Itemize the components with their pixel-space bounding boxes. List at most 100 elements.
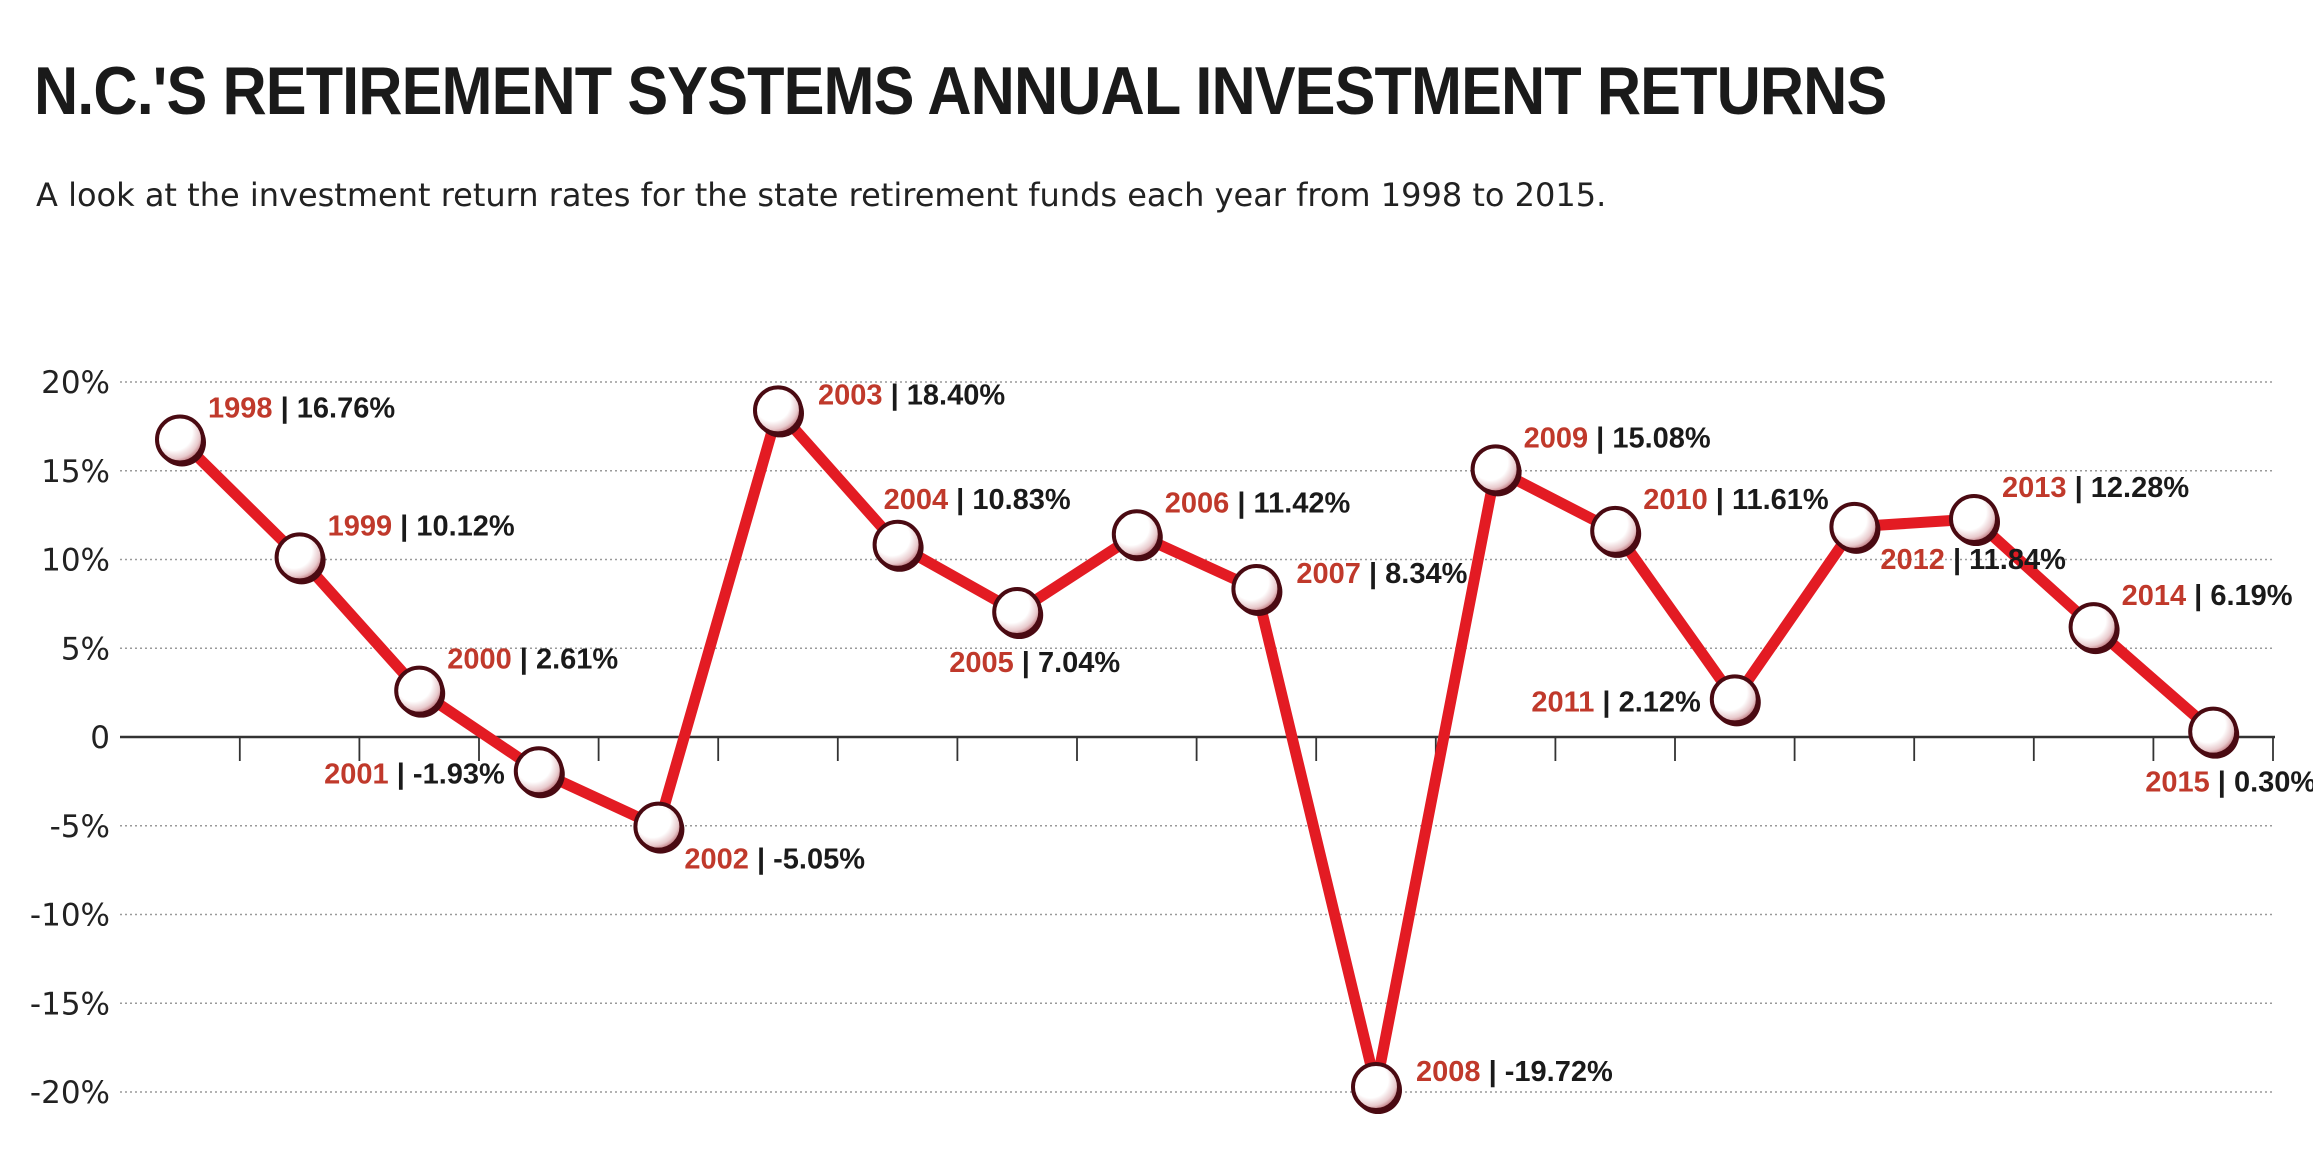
data-label-separator: | [883,379,907,411]
data-label-year: 2011 [1531,686,1594,718]
data-label-2001: 2001 | -1.93% [324,758,505,790]
data-label-2010: 2010 | 11.61% [1643,484,1829,516]
data-label-separator: | [2186,580,2210,612]
y-tick-label: 5% [61,631,110,667]
data-label-year: 2007 [1296,558,1361,590]
data-label-year: 2000 [447,644,512,676]
data-label-separator: | [2067,472,2091,504]
data-label-separator: | [749,844,773,876]
grid-lines [120,381,2275,1093]
data-label-2013: 2013 | 12.28% [2002,472,2189,504]
data-label-year: 2012 [1880,544,1945,576]
data-label-value: 15.08% [1612,422,1711,454]
data-label-separator: | [1594,686,1618,718]
data-label-separator: | [392,510,416,542]
data-label-separator: | [1708,484,1732,516]
data-label-value: 7.04% [1038,647,1120,679]
data-label-value: -5.05% [773,844,865,876]
data-label-separator: | [512,644,536,676]
data-label-year: 2004 [884,484,949,516]
data-point-2003 [753,385,803,436]
data-point-2008 [1351,1062,1401,1113]
data-label-separator: | [2210,767,2234,799]
data-label-separator: | [1229,487,1253,519]
data-point-2001 [513,746,564,797]
data-label-year: 2005 [949,647,1014,679]
data-label-year: 2001 [324,758,389,790]
data-label-2008: 2008 | -19.72% [1416,1056,1613,1088]
y-axis-ticks: 20% 15% 10% 5% 0 -5% -10% -15% -20% [30,365,110,1111]
data-point-1999 [274,532,325,583]
data-label-separator: | [948,484,972,516]
data-label-value: 10.12% [416,510,515,542]
chart-title: N.C.'S RETIREMENT SYSTEMS ANNUAL INVESTM… [34,53,1887,129]
data-label-separator: | [273,393,297,425]
data-label-value: 10.83% [972,484,1071,516]
chart-subtitle: A look at the investment return rates fo… [36,176,1607,214]
data-label-2007: 2007 | 8.34% [1296,558,1467,590]
data-point-2012 [1829,501,1880,552]
data-label-2015: 2015 | 0.30% [2145,767,2313,799]
data-label-2000: 2000 | 2.61% [447,644,618,676]
data-markers [155,385,2240,1115]
data-point-1998 [155,414,205,465]
y-tick-label: 15% [41,454,110,490]
data-label-1998: 1998 | 16.76% [208,393,395,425]
data-point-2014 [2068,602,2119,653]
data-point-2015 [2188,706,2239,757]
data-label-separator: | [1481,1056,1505,1088]
data-label-2014: 2014 | 6.19% [2122,580,2293,612]
data-point-2007 [1231,563,1282,614]
data-label-value: -19.72% [1505,1056,1613,1088]
data-point-2013 [1949,494,1999,545]
y-tick-label: 0 [90,720,110,756]
data-label-value: 11.42% [1254,487,1351,519]
data-label-separator: | [1014,647,1038,679]
data-label-value: 0.30% [2234,767,2313,799]
data-label-year: 1998 [208,393,273,425]
data-label-year: 2013 [2002,472,2067,504]
data-point-2004 [872,519,923,570]
data-label-year: 1999 [328,510,393,542]
data-label-year: 2008 [1416,1056,1481,1088]
data-label-value: 16.76% [297,393,396,425]
data-label-value: -1.93% [413,758,505,790]
data-label-2012: 2012 | 11.84% [1880,544,2066,576]
data-label-2002: 2002 | -5.05% [684,844,865,876]
y-tick-label: -15% [30,986,110,1022]
data-label-separator: | [1945,544,1969,576]
data-label-value: 12.28% [2091,472,2190,504]
data-label-2006: 2006 | 11.42% [1165,487,1351,519]
data-label-year: 2006 [1165,487,1230,519]
data-label-2003: 2003 | 18.40% [818,379,1005,411]
y-tick-label: -5% [50,809,110,845]
data-point-2009 [1470,444,1521,495]
y-tick-label: -20% [30,1075,110,1111]
data-label-1999: 1999 | 10.12% [328,510,515,542]
data-label-value: 6.19% [2210,580,2292,612]
data-label-separator: | [389,758,413,790]
data-label-separator: | [1588,422,1612,454]
data-point-2010 [1590,505,1641,556]
y-tick-label: 20% [41,365,110,401]
data-point-2000 [394,665,445,716]
data-point-2011 [1709,674,1760,725]
data-labels: 1998 | 16.76%1999 | 10.12%2000 | 2.61%20… [208,379,2313,1088]
data-label-year: 2014 [2122,580,2187,612]
data-label-year: 2009 [1524,422,1589,454]
data-point-2005 [992,587,1043,638]
data-label-value: 8.34% [1385,558,1467,590]
data-label-year: 2015 [2145,767,2210,799]
data-label-value: 11.61% [1732,484,1829,516]
data-point-2002 [633,801,684,852]
data-label-2004: 2004 | 10.83% [884,484,1071,516]
data-label-2009: 2009 | 15.08% [1524,422,1711,454]
data-label-year: 2010 [1643,484,1708,516]
data-label-2011: 2011 | 2.12% [1531,686,1701,718]
data-label-separator: | [1361,558,1385,590]
data-label-value: 2.12% [1619,686,1701,718]
data-label-value: 11.84% [1969,544,2066,576]
data-label-2005: 2005 | 7.04% [949,647,1120,679]
data-label-year: 2003 [818,379,883,411]
